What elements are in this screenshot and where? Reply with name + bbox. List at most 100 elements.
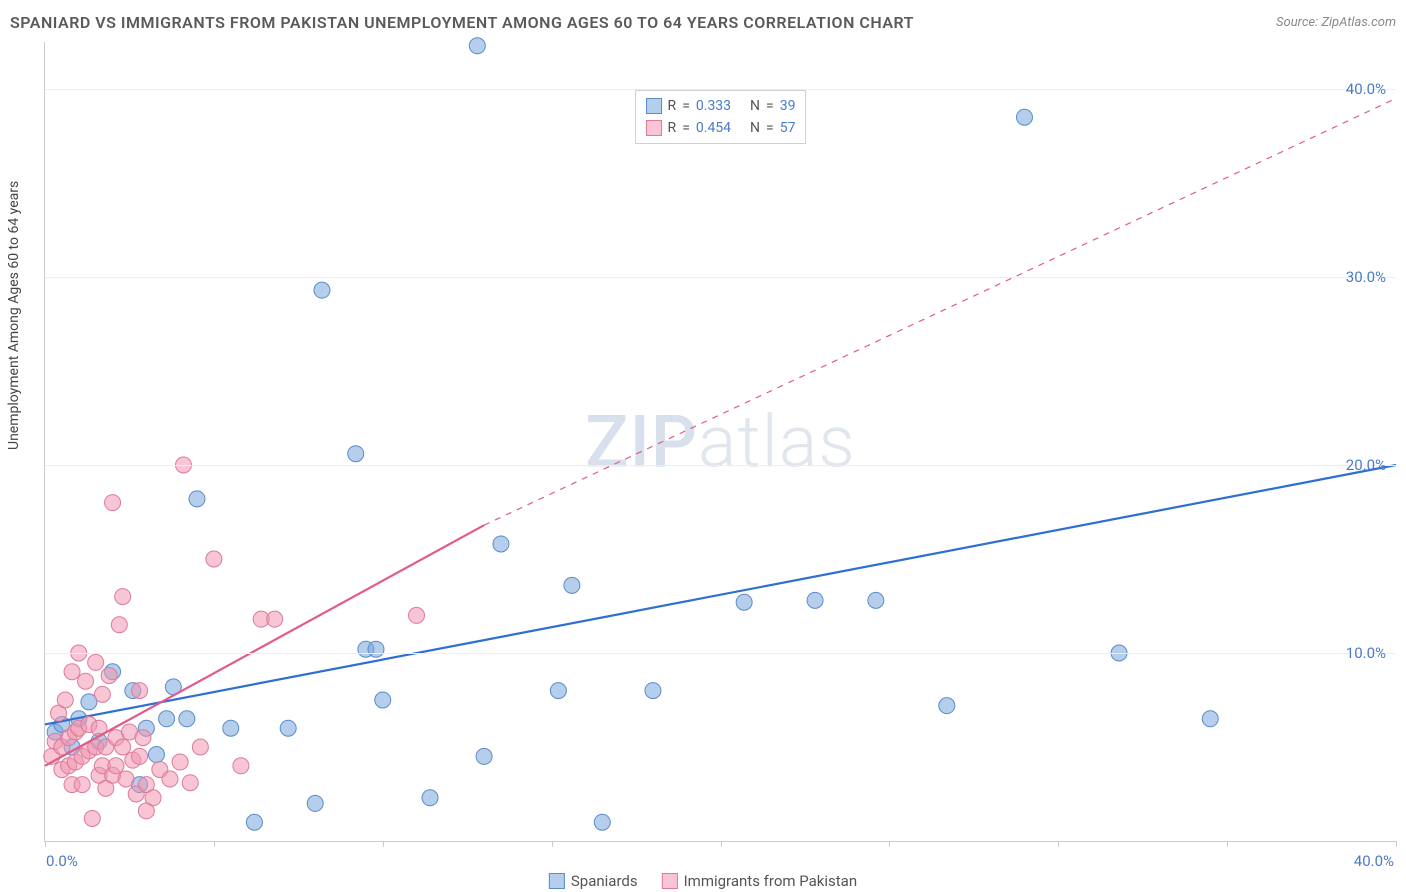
scatter-point xyxy=(348,446,364,462)
legend-label-spaniards: Spaniards xyxy=(571,872,638,890)
equals-0a: = xyxy=(682,98,690,114)
scatter-point xyxy=(57,692,73,708)
legend-item-spaniards: Spaniards xyxy=(549,872,638,890)
scatter-point xyxy=(132,748,148,764)
swatch-pakistan xyxy=(646,120,662,136)
scatter-point xyxy=(409,607,425,623)
equals-1b: = xyxy=(766,120,774,136)
scatter-point xyxy=(314,282,330,298)
scatter-point xyxy=(246,814,262,830)
stats-legend-box: R = 0.333 N = 39 R = 0.454 N = 57 xyxy=(635,90,807,144)
bottom-legend: Spaniards Immigrants from Pakistan xyxy=(549,872,857,890)
scatter-point xyxy=(108,758,124,774)
scatter-point xyxy=(111,617,127,633)
equals-0b: = xyxy=(766,98,774,114)
r-value-0: 0.333 xyxy=(696,98,731,114)
scatter-point xyxy=(868,592,884,608)
scatter-point xyxy=(115,589,131,605)
scatter-point xyxy=(594,814,610,830)
scatter-point xyxy=(182,775,198,791)
xtick xyxy=(1396,841,1397,847)
source-prefix: Source: xyxy=(1276,15,1321,30)
xtick xyxy=(1227,841,1228,847)
xtick xyxy=(214,841,215,847)
scatter-point xyxy=(807,592,823,608)
ytick-label: 40.0% xyxy=(1346,80,1386,98)
n-value-1: 57 xyxy=(780,120,796,136)
scatter-point xyxy=(564,577,580,593)
chart-svg xyxy=(45,42,1396,841)
y-axis-label: Unemployment Among Ages 60 to 64 years xyxy=(6,181,22,450)
xtick xyxy=(721,841,722,847)
scatter-point xyxy=(179,711,195,727)
legend-swatch-pakistan xyxy=(662,873,678,889)
scatter-point xyxy=(94,686,110,702)
xtick xyxy=(45,841,46,847)
scatter-point xyxy=(88,654,104,670)
gridline xyxy=(45,277,1396,278)
trend-line xyxy=(45,525,484,766)
scatter-point xyxy=(118,771,134,787)
n-value-0: 39 xyxy=(780,98,796,114)
gridline xyxy=(45,653,1396,654)
xtick xyxy=(1058,841,1059,847)
scatter-point xyxy=(206,551,222,567)
r-value-1: 0.454 xyxy=(696,120,731,136)
r-label-0: R xyxy=(668,98,677,114)
scatter-point xyxy=(1016,109,1032,125)
scatter-point xyxy=(135,730,151,746)
scatter-point xyxy=(145,790,161,806)
ytick-label: 10.0% xyxy=(1346,644,1386,662)
scatter-point xyxy=(132,683,148,699)
xtick xyxy=(383,841,384,847)
scatter-point xyxy=(422,790,438,806)
stats-row-spaniards: R = 0.333 N = 39 xyxy=(646,95,796,117)
scatter-point xyxy=(736,594,752,610)
scatter-point xyxy=(645,683,661,699)
scatter-point xyxy=(159,711,175,727)
r-label-1: R xyxy=(668,120,677,136)
legend-swatch-spaniards xyxy=(549,873,565,889)
scatter-point xyxy=(368,641,384,657)
scatter-point xyxy=(64,664,80,680)
scatter-point xyxy=(172,754,188,770)
legend-label-pakistan: Immigrants from Pakistan xyxy=(684,872,858,890)
trend-line xyxy=(45,465,1396,724)
scatter-point xyxy=(162,771,178,787)
scatter-point xyxy=(115,739,131,755)
scatter-point xyxy=(267,611,283,627)
scatter-point xyxy=(469,38,485,54)
scatter-point xyxy=(939,698,955,714)
ytick-label: 30.0% xyxy=(1346,268,1386,286)
scatter-point xyxy=(78,673,94,689)
x-max-label: 40.0% xyxy=(1354,852,1394,870)
scatter-point xyxy=(105,495,121,511)
x-origin-label: 0.0% xyxy=(46,852,78,870)
scatter-point xyxy=(192,739,208,755)
scatter-point xyxy=(74,777,90,793)
scatter-point xyxy=(233,758,249,774)
chart-title: SPANIARD VS IMMIGRANTS FROM PAKISTAN UNE… xyxy=(10,13,914,32)
scatter-point xyxy=(280,720,296,736)
trend-line-extrapolated xyxy=(484,98,1396,525)
scatter-point xyxy=(101,668,117,684)
scatter-point xyxy=(84,810,100,826)
scatter-point xyxy=(1202,711,1218,727)
scatter-point xyxy=(148,747,164,763)
n-label-0: N xyxy=(750,98,760,114)
scatter-point xyxy=(493,536,509,552)
scatter-point xyxy=(307,795,323,811)
scatter-point xyxy=(476,748,492,764)
equals-1a: = xyxy=(682,120,690,136)
scatter-point xyxy=(550,683,566,699)
stats-row-pakistan: R = 0.454 N = 57 xyxy=(646,117,796,139)
gridline xyxy=(45,465,1396,466)
legend-item-pakistan: Immigrants from Pakistan xyxy=(662,872,858,890)
gridline xyxy=(45,89,1396,90)
swatch-spaniards xyxy=(646,98,662,114)
source-name: ZipAtlas.com xyxy=(1321,15,1396,30)
plot-area: ZIPatlas R = 0.333 N = 39 R = 0.454 N = … xyxy=(44,42,1396,842)
scatter-point xyxy=(223,720,239,736)
xtick xyxy=(552,841,553,847)
ytick-label: 20.0% xyxy=(1346,456,1386,474)
